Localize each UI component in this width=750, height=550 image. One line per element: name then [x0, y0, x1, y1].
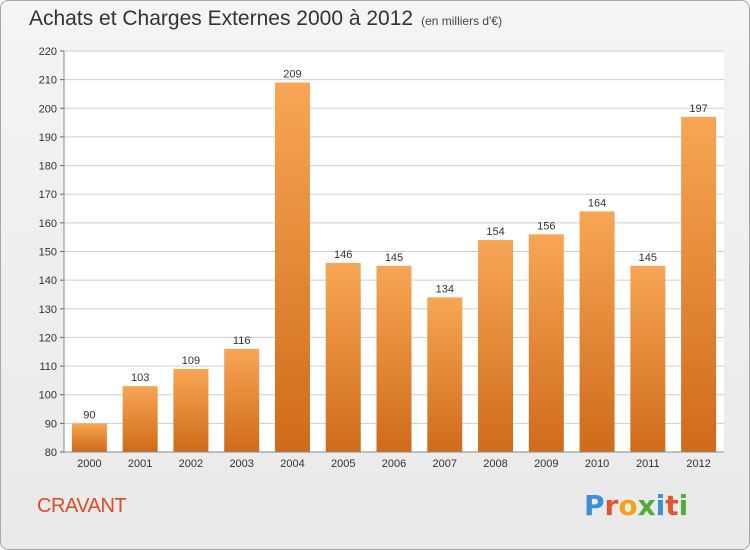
- bar-value-label: 197: [689, 103, 707, 115]
- bar-value-label: 134: [436, 283, 454, 295]
- y-tick-label: 220: [39, 46, 57, 58]
- y-tick-label: 210: [39, 75, 57, 87]
- x-tick-label: 2003: [229, 458, 253, 470]
- y-tick-label: 90: [45, 418, 57, 430]
- bar-2007: [427, 297, 463, 452]
- x-tick-label: 2009: [534, 458, 558, 470]
- bar-value-label: 156: [537, 220, 555, 232]
- y-tick-label: 150: [39, 247, 57, 259]
- chart-title-text: Achats et Charges Externes 2000 à 2012: [29, 7, 414, 30]
- bar-2006: [376, 265, 412, 452]
- bar-value-label: 154: [486, 226, 504, 238]
- bar-value-label: 103: [131, 372, 149, 384]
- commune-name: CRAVANT: [37, 495, 127, 517]
- y-tick-label: 170: [39, 189, 57, 201]
- bar-value-label: 146: [334, 249, 352, 261]
- bar-2005: [325, 262, 361, 452]
- proxiti-logo: Proxiti: [584, 489, 688, 522]
- bar-value-label: 209: [283, 69, 301, 81]
- x-tick-label: 2006: [382, 458, 406, 470]
- bar-value-label: 116: [233, 335, 251, 347]
- x-tick-label: 2004: [280, 458, 304, 470]
- y-tick-label: 140: [39, 275, 57, 287]
- bar-2008: [478, 240, 514, 452]
- x-tick-label: 2010: [585, 458, 609, 470]
- x-tick-label: 2000: [77, 458, 101, 470]
- logo-letter: o: [618, 489, 638, 522]
- x-tick-label: 2001: [128, 458, 152, 470]
- y-tick-label: 100: [39, 390, 57, 402]
- bar-2002: [173, 368, 209, 452]
- logo-letter: i: [655, 489, 666, 522]
- x-tick-label: 2011: [636, 458, 660, 470]
- y-tick-label: 180: [39, 161, 57, 173]
- y-tick-label: 200: [39, 103, 57, 115]
- y-tick-label: 160: [39, 218, 57, 230]
- y-tick-label: 110: [39, 361, 57, 373]
- x-tick-label: 2005: [331, 458, 355, 470]
- bar-2004: [274, 82, 310, 452]
- y-tick-label: 190: [39, 132, 57, 144]
- logo-letter: t: [665, 489, 679, 522]
- y-tick-label: 80: [45, 447, 57, 459]
- bar-value-label: 90: [83, 409, 95, 421]
- bar-2001: [122, 386, 158, 452]
- chart-title: Achats et Charges Externes 2000 à 2012 (e…: [29, 7, 502, 31]
- x-tick-label: 2012: [686, 458, 710, 470]
- x-tick-label: 2008: [483, 458, 507, 470]
- bar-2010: [579, 211, 615, 452]
- bar-value-label: 164: [588, 197, 606, 209]
- bar-2003: [224, 348, 260, 452]
- logo-letter: x: [637, 489, 656, 522]
- x-tick-label: 2002: [179, 458, 203, 470]
- bar-2000: [71, 423, 107, 452]
- y-tick-label: 130: [39, 304, 57, 316]
- y-axis: 80 90 100 110 120 130 140 150 160 170 180 190 200 210…: [39, 46, 65, 459]
- bar-value-label: 109: [182, 355, 200, 367]
- logo-letter: r: [604, 489, 619, 522]
- x-axis: 2000 2001 2002 2003 2004 2005 2006 2007 2008 2009…: [64, 451, 724, 470]
- logo-letter: P: [584, 489, 605, 522]
- y-tick-label: 120: [39, 332, 57, 344]
- bar-2012: [681, 116, 717, 452]
- chart-subtitle: (en milliers d'€): [421, 14, 503, 28]
- bar-value-label: 145: [385, 252, 403, 264]
- bars: 90 103 109 116 209 146 145 134 154 156 164 145 197: [71, 69, 717, 452]
- bar-value-label: 145: [639, 252, 657, 264]
- logo-letter: i: [678, 489, 689, 522]
- bar-2011: [630, 265, 666, 452]
- bar-2009: [528, 234, 564, 452]
- x-tick-label: 2007: [433, 458, 457, 470]
